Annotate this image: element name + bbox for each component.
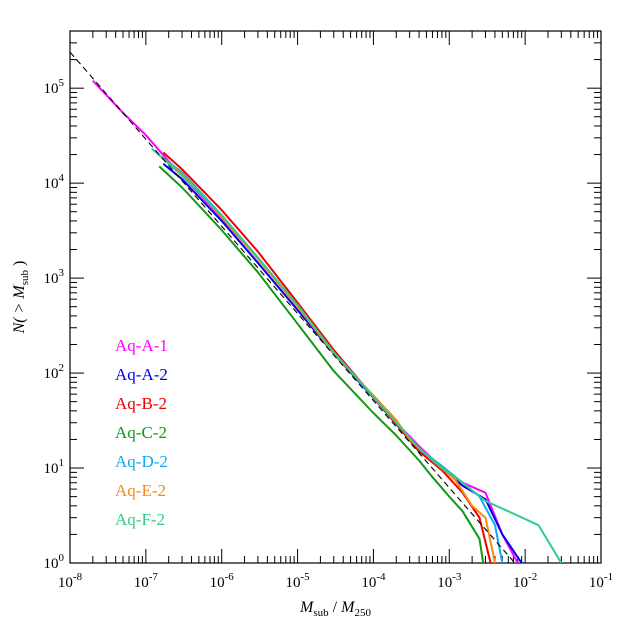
- y-tick-label: 100: [44, 552, 65, 572]
- x-tick-labels: 10-8 10-7 10-6 10-5 10-4 10-3 10-2 10-1: [58, 571, 613, 591]
- y-axis-title-main: M: [11, 284, 28, 300]
- legend-entry-aq-b-2: Aq-B-2: [115, 394, 167, 413]
- x-axis-title-sub: sub: [313, 607, 329, 619]
- x-tick-label-exp: -5: [300, 571, 310, 583]
- legend-entry-aq-a-2: Aq-A-2: [115, 365, 168, 384]
- x-axis-title-sep: /: [329, 599, 341, 616]
- x-tick-label-exp: -1: [604, 571, 613, 583]
- x-tick-label: 10-6: [210, 571, 235, 591]
- x-axis-title-main: M: [299, 599, 315, 616]
- x-tick-label-exp: -7: [149, 571, 159, 583]
- x-tick-label-exp: -4: [376, 571, 386, 583]
- y-tick-label-exp: 3: [59, 267, 65, 279]
- x-tick-label: 10-8: [58, 571, 83, 591]
- x-tick-label-base: 10: [437, 575, 452, 591]
- y-tick-label-base: 10: [44, 366, 59, 382]
- x-tick-label-base: 10: [361, 575, 376, 591]
- y-axis-title-sub: sub: [19, 269, 31, 285]
- y-tick-label: 105: [44, 77, 65, 97]
- y-tick-label-base: 10: [44, 271, 59, 287]
- y-tick-label-base: 10: [44, 556, 59, 572]
- legend-entry-aq-a-1: Aq-A-1: [115, 336, 168, 355]
- x-tick-label-exp: -2: [528, 571, 537, 583]
- y-axis-title: N( > Msub ): [11, 261, 31, 335]
- y-tick-label-exp: 5: [59, 77, 65, 89]
- x-tick-label: 10-1: [589, 571, 613, 591]
- legend-entry-aq-d-2: Aq-D-2: [115, 452, 168, 471]
- x-tick-label: 10-3: [437, 571, 462, 591]
- x-tick-label: 10-7: [134, 571, 159, 591]
- axis-ticks: [69, 30, 601, 564]
- y-tick-label-exp: 0: [59, 552, 65, 564]
- x-tick-label: 10-2: [513, 571, 537, 591]
- y-tick-label-exp: 1: [59, 457, 65, 469]
- x-axis-title-main2: M: [340, 599, 356, 616]
- x-tick-label-exp: -8: [73, 571, 83, 583]
- x-tick-label: 10-5: [285, 571, 310, 591]
- series-line-aq-c-2: [158, 165, 485, 563]
- legend-entry-aq-f-2: Aq-F-2: [115, 510, 165, 529]
- y-tick-label: 104: [44, 172, 65, 192]
- y-tick-label-exp: 2: [59, 362, 65, 374]
- plot-frame: [69, 30, 602, 564]
- y-tick-label-base: 10: [44, 461, 59, 477]
- legend-entry-aq-c-2: Aq-C-2: [115, 423, 167, 442]
- series-line-aq-d-2: [160, 155, 504, 563]
- y-tick-label: 102: [44, 362, 65, 382]
- x-tick-label-base: 10: [58, 575, 73, 591]
- x-tick-label-base: 10: [513, 575, 528, 591]
- x-tick-label-base: 10: [285, 575, 300, 591]
- y-tick-label-base: 10: [44, 176, 59, 192]
- x-tick-label-base: 10: [210, 575, 225, 591]
- x-axis-title-sub2: 250: [354, 607, 371, 619]
- x-tick-label-exp: -6: [225, 571, 235, 583]
- x-tick-label-exp: -3: [452, 571, 462, 583]
- series-line-aq-b-2: [162, 151, 492, 563]
- series-lines: [92, 80, 563, 563]
- fit-line-dashed: [70, 51, 516, 563]
- x-tick-label-base: 10: [589, 575, 604, 591]
- x-axis-title: Msub / M250: [299, 599, 371, 619]
- legend: Aq-A-1 Aq-A-2 Aq-B-2 Aq-C-2 Aq-D-2 Aq-E-2 Aq-F…: [115, 336, 168, 529]
- series-line-aq-e-2: [162, 158, 496, 563]
- series-line-aq-f-2: [151, 148, 563, 563]
- x-tick-label-base: 10: [134, 575, 149, 591]
- x-tick-label: 10-4: [361, 571, 386, 591]
- y-tick-label: 103: [44, 267, 65, 287]
- y-axis-title-prefix: N( >: [11, 299, 28, 335]
- y-tick-label-base: 10: [44, 81, 59, 97]
- legend-entry-aq-e-2: Aq-E-2: [115, 481, 166, 500]
- y-axis-title-suffix: ): [11, 261, 28, 270]
- y-tick-label: 101: [44, 457, 65, 477]
- y-tick-label-exp: 4: [59, 172, 65, 184]
